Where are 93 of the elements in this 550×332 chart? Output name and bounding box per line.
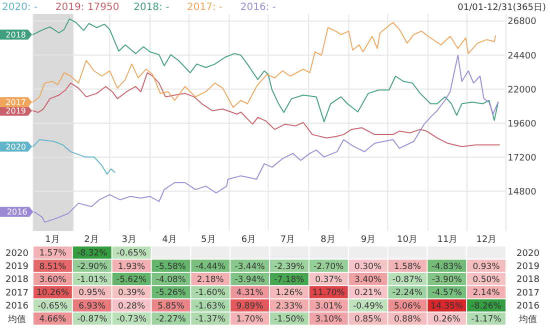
data-label: 4.31%: [236, 288, 264, 298]
text: 2018: -: [134, 2, 170, 13]
data-label: 6.93%: [78, 301, 106, 312]
data-label: 0.37%: [315, 274, 342, 285]
x-tick-label: 6月: [241, 235, 256, 245]
data-label: 0.26%: [433, 314, 460, 325]
y-tick-label: 14800: [508, 187, 537, 198]
data-label: -1.50%: [274, 314, 304, 325]
data-label: 2.33%: [276, 301, 303, 312]
x-tick-label: 11月: [437, 235, 458, 245]
data-label: 2.14%: [472, 288, 500, 298]
data-label: 0.21%: [354, 288, 382, 298]
data-label: -2.27%: [156, 314, 186, 325]
x-tick-label: 5月: [201, 235, 216, 245]
data-label: 0.39%: [118, 288, 146, 298]
y-tick-label: 2018: [6, 275, 29, 286]
data-label: 1.58%: [394, 262, 421, 272]
x-tick-label: 12月: [476, 235, 497, 245]
data-label: -5.62%: [116, 274, 147, 285]
data-label: 4.66%: [39, 314, 66, 325]
data-label: -0.87%: [392, 274, 422, 285]
data-label: -1.37%: [195, 314, 226, 325]
data-label: 2.18%: [196, 274, 224, 285]
x-tick-label: 3月: [122, 235, 137, 245]
y-tick-label: 均值: [7, 314, 26, 325]
data-label: 0.50%: [472, 274, 500, 285]
data-label: -4.08%: [156, 274, 186, 285]
y-tick-label: 2019: [6, 262, 29, 272]
data-label: 0.93%: [472, 262, 500, 272]
data-label: -0.87%: [77, 314, 108, 325]
data-label: -2.70%: [314, 262, 344, 272]
data-label: 0.88%: [394, 314, 421, 325]
data-label: -1.63%: [195, 301, 226, 312]
data-label: 11.70%: [312, 288, 345, 298]
data-label: 3.10%: [315, 314, 342, 325]
data-label: 1.57%: [39, 248, 66, 259]
y-tick-label: 24400: [508, 51, 537, 62]
data-label: -0.49%: [353, 301, 384, 312]
data-label: 14.35%: [430, 301, 464, 312]
data-label: -5.26%: [156, 288, 186, 298]
data-label: -3.90%: [432, 274, 462, 285]
y-tick-label: 19600: [508, 119, 537, 130]
data-label: 3.40%: [354, 274, 382, 285]
x-tick-label: 4月: [162, 235, 177, 245]
data-label: 0.85%: [354, 314, 382, 325]
data-label: 10.26%: [36, 288, 69, 298]
data-label: 5.85%: [157, 301, 184, 312]
data-label: -8.32%: [77, 248, 108, 259]
data-label: 1.26%: [276, 288, 303, 298]
data-label: 5.06%: [394, 301, 421, 312]
data-label: 0.95%: [78, 288, 106, 298]
data-label: 0.28%: [118, 301, 146, 312]
data-label: 0.30%: [354, 262, 382, 272]
y-tick-label: 26800: [508, 17, 537, 28]
data-label: 3.01%: [315, 301, 342, 312]
data-label: -3.94%: [234, 274, 265, 285]
data-label: -0.65%: [38, 301, 68, 312]
data-label: 8.51%: [39, 262, 66, 272]
data-label: -1.60%: [195, 288, 226, 298]
y-tick-label: 22000: [508, 85, 537, 96]
data-label: -4.57%: [432, 288, 462, 298]
text: 2017: -: [187, 2, 223, 13]
data-label: 3.60%: [39, 274, 66, 285]
data-label: -7.18%: [274, 274, 304, 285]
data-label: -3.44%: [234, 262, 265, 272]
data-label: 1.70%: [236, 314, 264, 325]
data-label: -5.58%: [156, 262, 186, 272]
data-label: -0.73%: [116, 314, 147, 325]
x-tick-label: 7月: [280, 235, 296, 245]
data-label: -4.44%: [195, 262, 226, 272]
y-tick-label: 17200: [508, 153, 537, 164]
x-tick-label: 9月: [360, 235, 376, 245]
y-tick-label: 2017: [6, 288, 28, 298]
data-label: -2.39%: [274, 262, 304, 272]
text: 2019: 17950: [55, 2, 120, 13]
x-tick-label: 8月: [320, 235, 336, 245]
x-tick-label: 10月: [397, 235, 418, 245]
chart-subtitle: 01/01-12/31(365日): [458, 3, 546, 13]
data-label: -0.65%: [116, 248, 147, 259]
x-tick-label: 1月: [45, 235, 60, 245]
data-label: -8.26%: [471, 301, 502, 312]
text: 2020: -: [2, 2, 38, 13]
y-tick-label: 2020: [6, 248, 29, 259]
text: 2016: -: [240, 2, 276, 13]
data-label: -2.24%: [392, 288, 422, 298]
y-tick-label: 2016: [6, 302, 29, 312]
data-label: 9.89%: [236, 301, 264, 312]
data-label: -1.01%: [77, 274, 108, 285]
data-label: -2.90%: [77, 262, 108, 272]
data-label: -1.17%: [471, 314, 502, 325]
data-label: -4.83%: [432, 262, 462, 272]
data-label: 1.93%: [118, 262, 146, 272]
x-tick-label: 2月: [84, 235, 99, 245]
